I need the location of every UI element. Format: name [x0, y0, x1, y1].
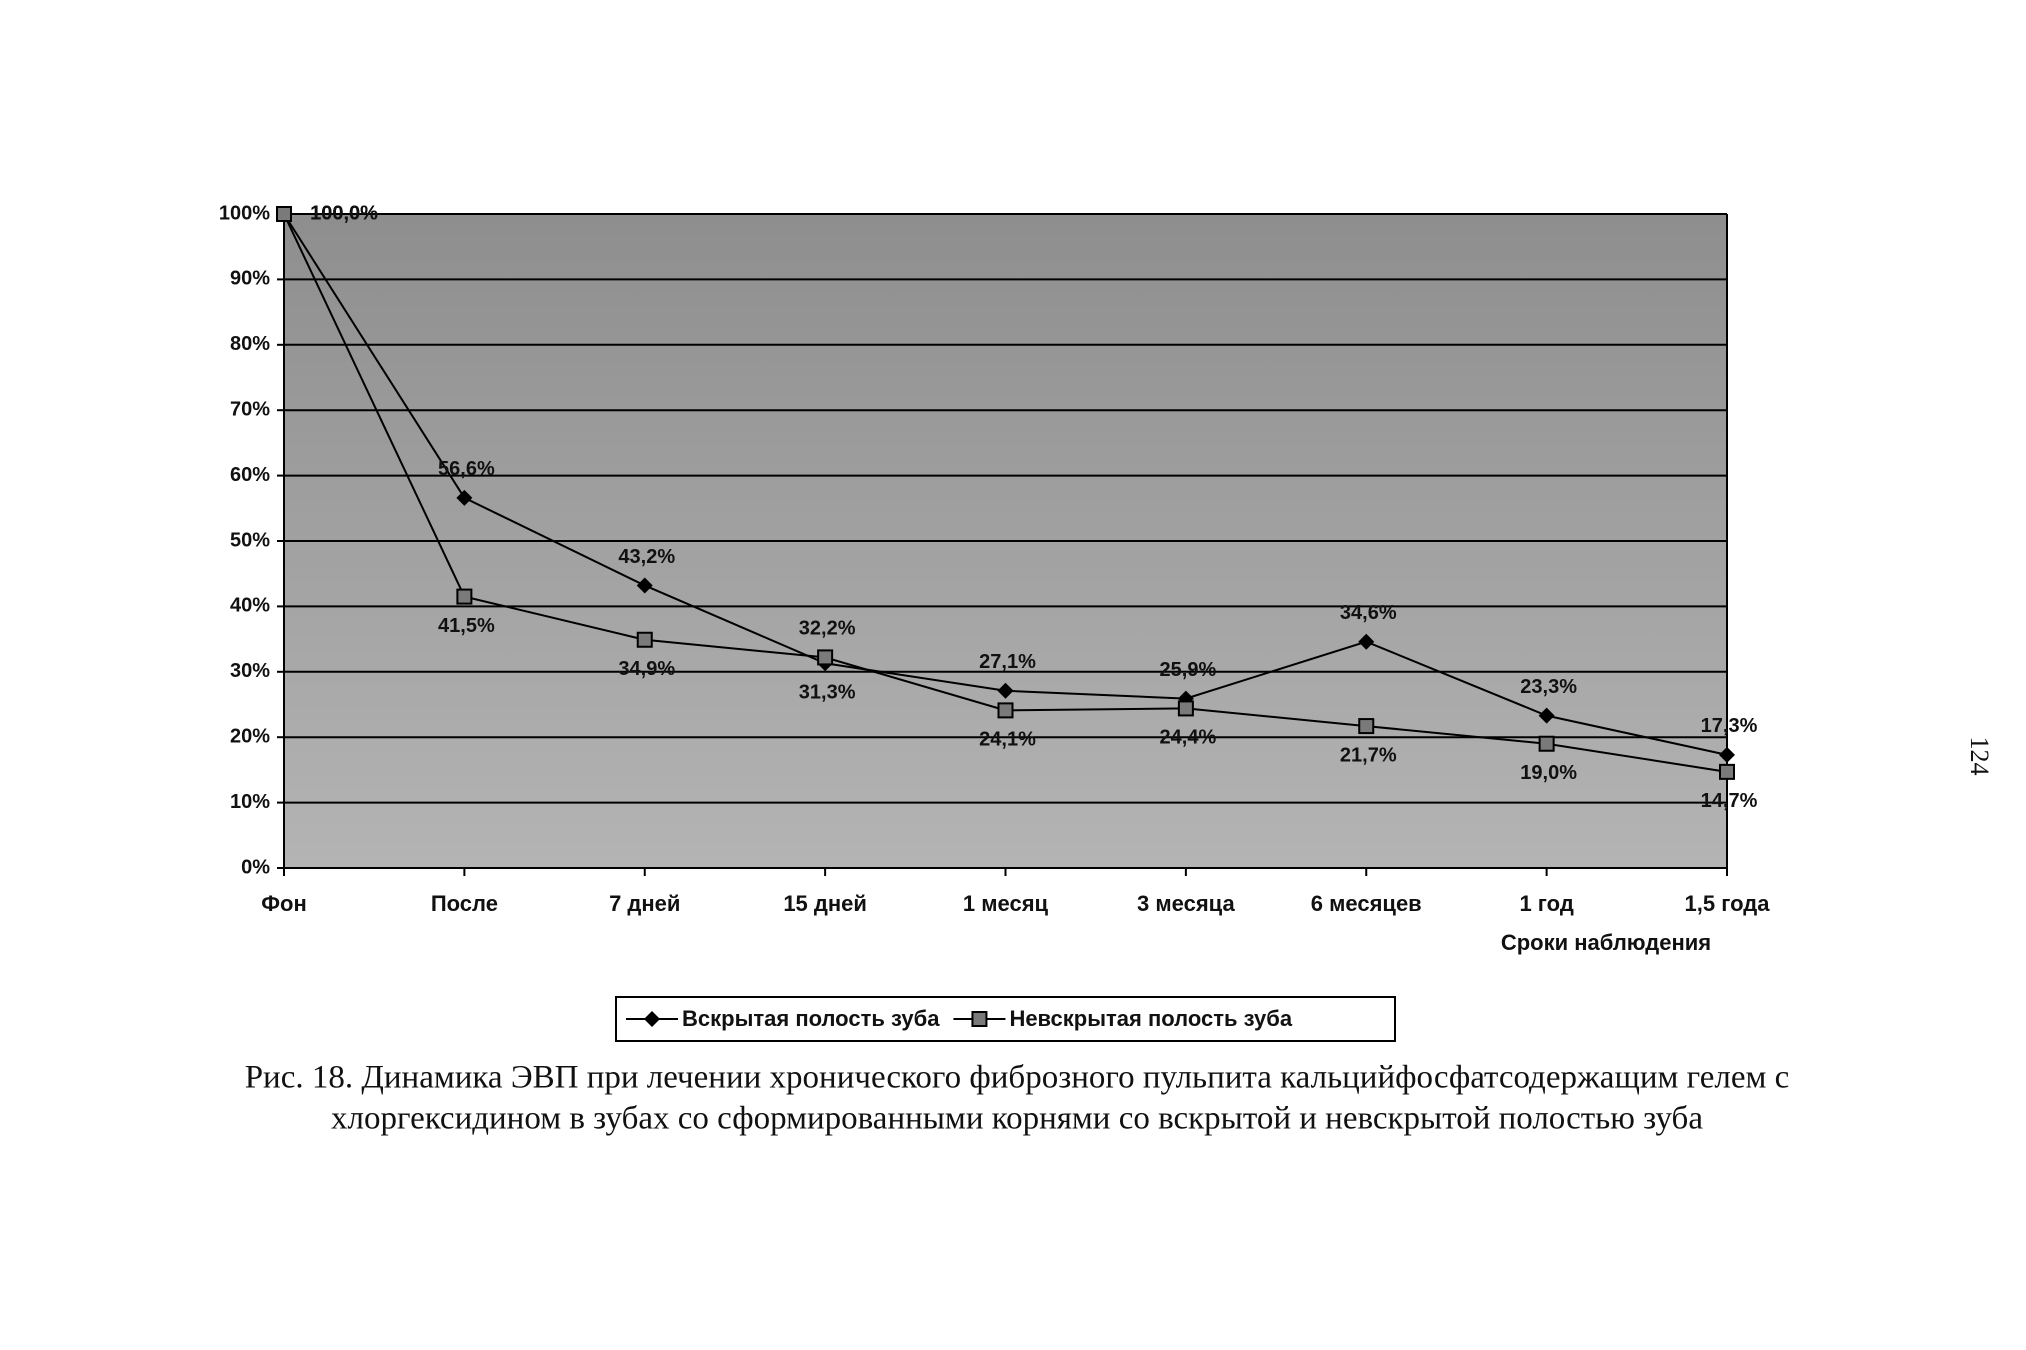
data-label: 27,1% — [979, 651, 1036, 673]
legend — [615, 996, 1396, 1042]
x-tick-label: 15 дней — [783, 891, 867, 916]
y-tick-label: 40% — [230, 595, 270, 617]
data-point — [456, 489, 473, 506]
data-label: 19,0% — [1520, 762, 1577, 784]
y-tick-label: 60% — [230, 464, 270, 486]
data-label: 25,9% — [1160, 659, 1217, 681]
x-tick-label: 6 месяцев — [1311, 891, 1422, 916]
y-tick-label: 0% — [241, 856, 270, 878]
data-label: 100,0% — [310, 202, 378, 224]
data-label: 24,1% — [979, 729, 1036, 751]
data-label: 56,6% — [438, 458, 495, 480]
data-label: 31,3% — [799, 682, 856, 704]
data-point — [1719, 746, 1735, 763]
x-tick-label: 7 дней — [609, 891, 680, 916]
data-point — [817, 649, 834, 666]
legend-marker — [644, 1011, 660, 1027]
data-label: 34,6% — [1340, 602, 1397, 624]
y-tick-label: 50% — [230, 529, 270, 551]
data-label: 41,5% — [438, 615, 495, 637]
page-number: 124 — [1965, 737, 1994, 776]
data-label: 14,7% — [1701, 790, 1758, 812]
x-tick-label: 3 месяца — [1137, 891, 1235, 916]
x-tick-label: Фон — [261, 891, 307, 916]
data-label: 24,4% — [1160, 727, 1217, 749]
data-label: 23,3% — [1520, 676, 1577, 698]
data-label: 21,7% — [1340, 744, 1397, 766]
data-label: 100,0% — [310, 202, 378, 224]
data-point — [1358, 718, 1375, 735]
data-point — [636, 577, 653, 594]
y-tick-label: 90% — [230, 268, 270, 290]
y-tick-label: 70% — [230, 398, 270, 420]
data-label: 43,2% — [618, 546, 675, 568]
y-tick-label: 100% — [219, 202, 270, 224]
caption-line: Рис. 18. Динамика ЭВП при лечении хронич… — [245, 1060, 1790, 1096]
x-tick-label: 1 год — [1519, 891, 1573, 916]
legend-label: Вскрытая полость зуба — [682, 1006, 940, 1031]
data-point — [1719, 763, 1735, 780]
x-tick-label: 1,5 года — [1685, 891, 1771, 916]
data-label: 34,9% — [618, 658, 675, 680]
data-point — [636, 631, 653, 648]
data-point — [1538, 735, 1555, 752]
x-tick-label: 1 месяц — [963, 891, 1049, 916]
data-point — [997, 682, 1014, 699]
data-point — [1538, 707, 1555, 724]
x-axis-title: Сроки наблюдения — [1501, 930, 1711, 955]
legend-label: Невскрытая полость зуба — [1009, 1006, 1292, 1031]
data-point — [1358, 633, 1375, 650]
y-tick-label: 30% — [230, 660, 270, 682]
y-tick-label: 10% — [230, 791, 270, 813]
y-tick-label: 20% — [230, 725, 270, 747]
data-label: 17,3% — [1701, 715, 1758, 737]
data-label: 32,2% — [799, 618, 856, 640]
caption-line: хлоргексидином в зубах со сформированным… — [331, 1101, 1703, 1137]
data-point — [997, 702, 1014, 719]
y-tick-label: 80% — [230, 333, 270, 355]
data-point — [456, 588, 473, 605]
legend-marker — [971, 1011, 988, 1027]
x-tick-label: После — [431, 891, 498, 916]
data-point — [1177, 700, 1194, 717]
data-point — [276, 206, 292, 222]
